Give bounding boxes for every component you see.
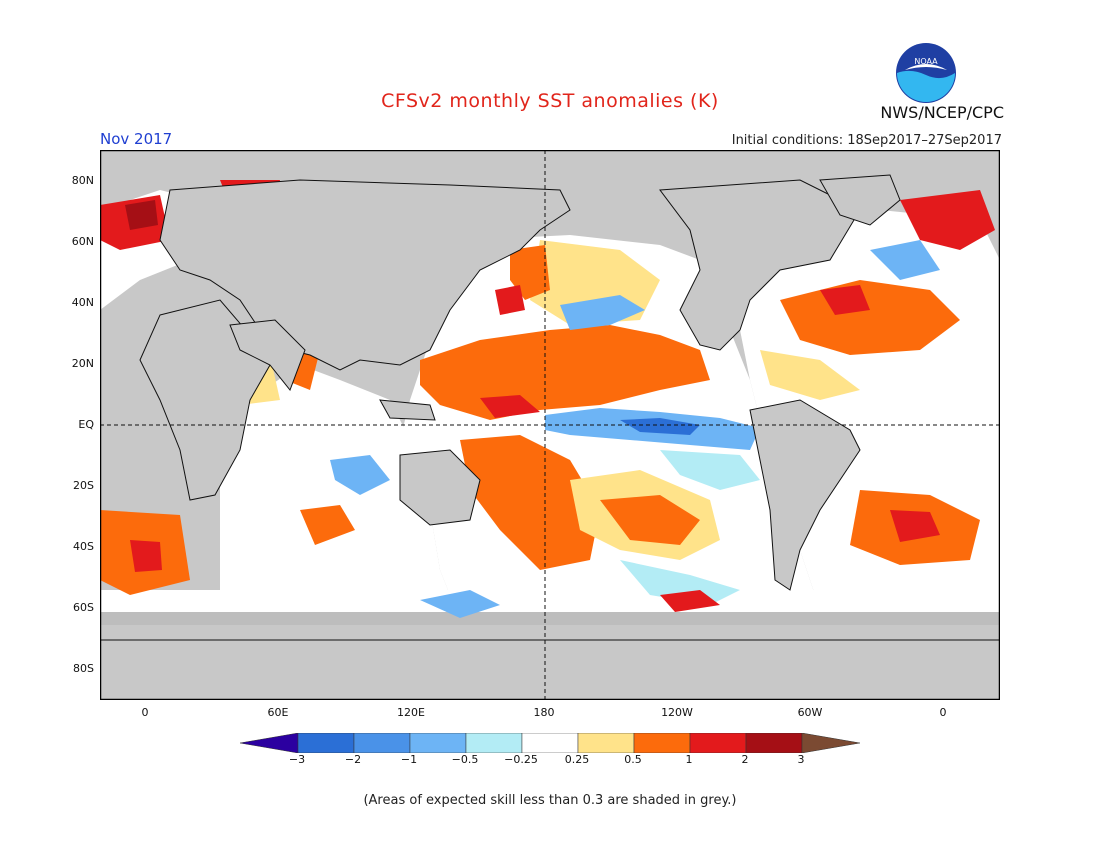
initial-conditions: Initial conditions: 18Sep2017–27Sep2017: [731, 133, 1002, 148]
lat-label: 20N: [71, 357, 94, 370]
colorbar-cell: [689, 733, 747, 753]
colorbar-tick-label: 3: [797, 753, 805, 766]
lat-label: 80S: [73, 662, 94, 675]
map-frame: [100, 150, 1000, 700]
lat-label: 60N: [71, 235, 94, 248]
colorbar-tick-label: −0.5: [451, 753, 479, 766]
continent-outlines: [100, 174, 1000, 700]
noaa-logo-text: NOAA: [914, 57, 938, 66]
lat-label: 60S: [73, 601, 94, 614]
indian-ocean: [220, 365, 460, 620]
colorbar-cell: [801, 733, 860, 753]
colorbar-tick-label: −2: [344, 753, 362, 766]
lon-label: 60E: [267, 706, 289, 719]
skill-note: (Areas of expected skill less than 0.3 a…: [363, 793, 737, 808]
colorbar-cell: [409, 733, 467, 753]
lon-label: 60W: [797, 706, 823, 719]
lon-label: 0: [141, 706, 149, 719]
colorbar-cell: [577, 733, 635, 753]
lon-label: 120E: [397, 706, 425, 719]
lat-label: 40N: [71, 296, 94, 309]
low-skill-antarctic-band: [100, 612, 1000, 625]
forecast-month: Nov 2017: [100, 130, 173, 148]
south-america: [749, 399, 861, 591]
colorbar-tick-label: 0.5: [624, 753, 642, 766]
lon-label: 0: [939, 706, 947, 719]
arabia-india: [229, 319, 306, 391]
lon-label: 180: [533, 706, 555, 719]
colorbar-tick-label: −1: [400, 753, 418, 766]
sst-anomaly-map: [100, 150, 1000, 700]
colorbar-tick-label: 0.25: [564, 753, 590, 766]
colorbar-tick-label: −0.25: [504, 753, 538, 766]
colorbar-cell: [240, 733, 299, 753]
colorbar-tick-label: 1: [685, 753, 693, 766]
colorbar: [240, 733, 860, 753]
colorbar-cell: [521, 733, 579, 753]
antarctica: [100, 639, 1000, 700]
colorbar-cell: [465, 733, 523, 753]
lat-label: 80N: [71, 174, 94, 187]
chart-title: CFSv2 monthly SST anomalies (K): [381, 90, 719, 112]
organization-label: NWS/NCEP/CPC: [880, 103, 1004, 122]
colorbar-cell: [297, 733, 355, 753]
lon-label: 120W: [661, 706, 693, 719]
colorbar-cell: [745, 733, 803, 753]
colorbar-tick-label: −3: [288, 753, 306, 766]
lat-label: EQ: [78, 418, 94, 431]
australia: [399, 449, 481, 526]
colorbar-cell: [633, 733, 691, 753]
indonesia: [379, 399, 436, 421]
lat-label: 20S: [73, 479, 94, 492]
greenland: [819, 174, 901, 226]
colorbar-tick-label: 2: [741, 753, 749, 766]
noaa-logo-icon: NOAA: [896, 43, 956, 103]
colorbar-cell: [353, 733, 411, 753]
lat-label: 40S: [73, 540, 94, 553]
